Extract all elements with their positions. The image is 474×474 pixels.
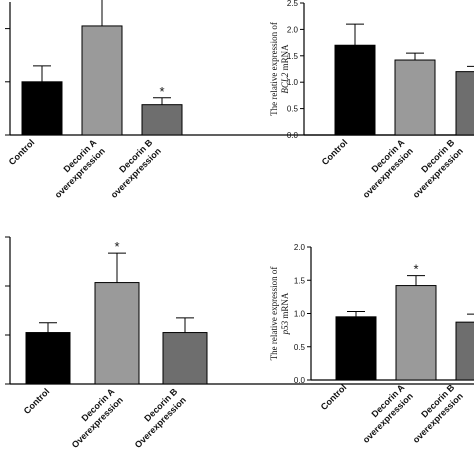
bar (455, 321, 474, 381)
y-axis-label-line1: The relative expression of (269, 22, 279, 116)
category-label-line: Control (7, 137, 37, 167)
significance-marker: * (159, 84, 164, 99)
bar (455, 71, 474, 136)
bar (25, 332, 71, 385)
category-label: Decorin Boverexpression (402, 137, 465, 200)
y-tick-label: 1.0 (287, 78, 299, 87)
gene-name: BCL2 (280, 70, 290, 93)
y-axis-label-suffix: mRNA (280, 44, 290, 71)
bar (335, 316, 377, 381)
y-tick-label: 1.5 (294, 276, 306, 285)
y-axis-label-line1: The relative expression of (269, 267, 279, 361)
category-label-line: Control (320, 137, 350, 167)
chart-panel-top-right: 0.0 0.5 1.0 1.5 2.0 2.5 The relative expressio… (269, 0, 474, 200)
category-label: Decorin BOverexpression (124, 386, 188, 450)
significance-marker: * (114, 239, 119, 254)
category-label: Decorin Aoverexpression (44, 137, 107, 200)
bar (395, 285, 437, 381)
y-tick-label: 2.0 (294, 243, 306, 252)
bar (141, 104, 183, 136)
bar (21, 81, 63, 136)
category-label: Control (22, 386, 52, 416)
y-tick-label: 0.5 (294, 343, 306, 352)
bar (162, 332, 208, 385)
gene-name: p53 (280, 319, 290, 336)
bar (394, 59, 436, 136)
y-tick-label: 0.0 (294, 376, 306, 385)
y-tick-label: 1.5 (287, 52, 299, 61)
category-label: Control (320, 137, 350, 167)
significance-marker: * (413, 262, 418, 277)
category-label: Decorin Boverexpression (100, 137, 163, 200)
bar (81, 25, 123, 136)
category-label: Decorin Aoverexpression (352, 382, 415, 445)
category-label: Decorin Aoverexpression (352, 137, 415, 200)
category-label: Control (7, 137, 37, 167)
y-axis-label-line2: p53 mRNA (280, 292, 290, 335)
category-label-line: Control (22, 386, 52, 416)
y-tick-label: 2.0 (287, 25, 299, 34)
category-label: Decorin AOverexpression (61, 386, 125, 450)
y-tick-label: 0.0 (287, 131, 299, 140)
y-tick-label: 1.0 (294, 310, 306, 319)
chart-panel-bottom-right: 0.0 0.5 1.0 1.5 2.0 The relative expression o… (269, 243, 474, 445)
y-tick-label: 0.5 (287, 105, 299, 114)
y-axis-label-suffix: mRNA (280, 292, 290, 319)
category-label-line: Control (319, 382, 349, 412)
category-label: Decorin Boverexpression (402, 382, 465, 445)
y-tick-label: 2.5 (287, 0, 299, 8)
y-axis-label-line2: BCL2 mRNA (280, 44, 290, 94)
bar (334, 44, 376, 136)
bar (94, 282, 140, 385)
category-label: Control (319, 382, 349, 412)
